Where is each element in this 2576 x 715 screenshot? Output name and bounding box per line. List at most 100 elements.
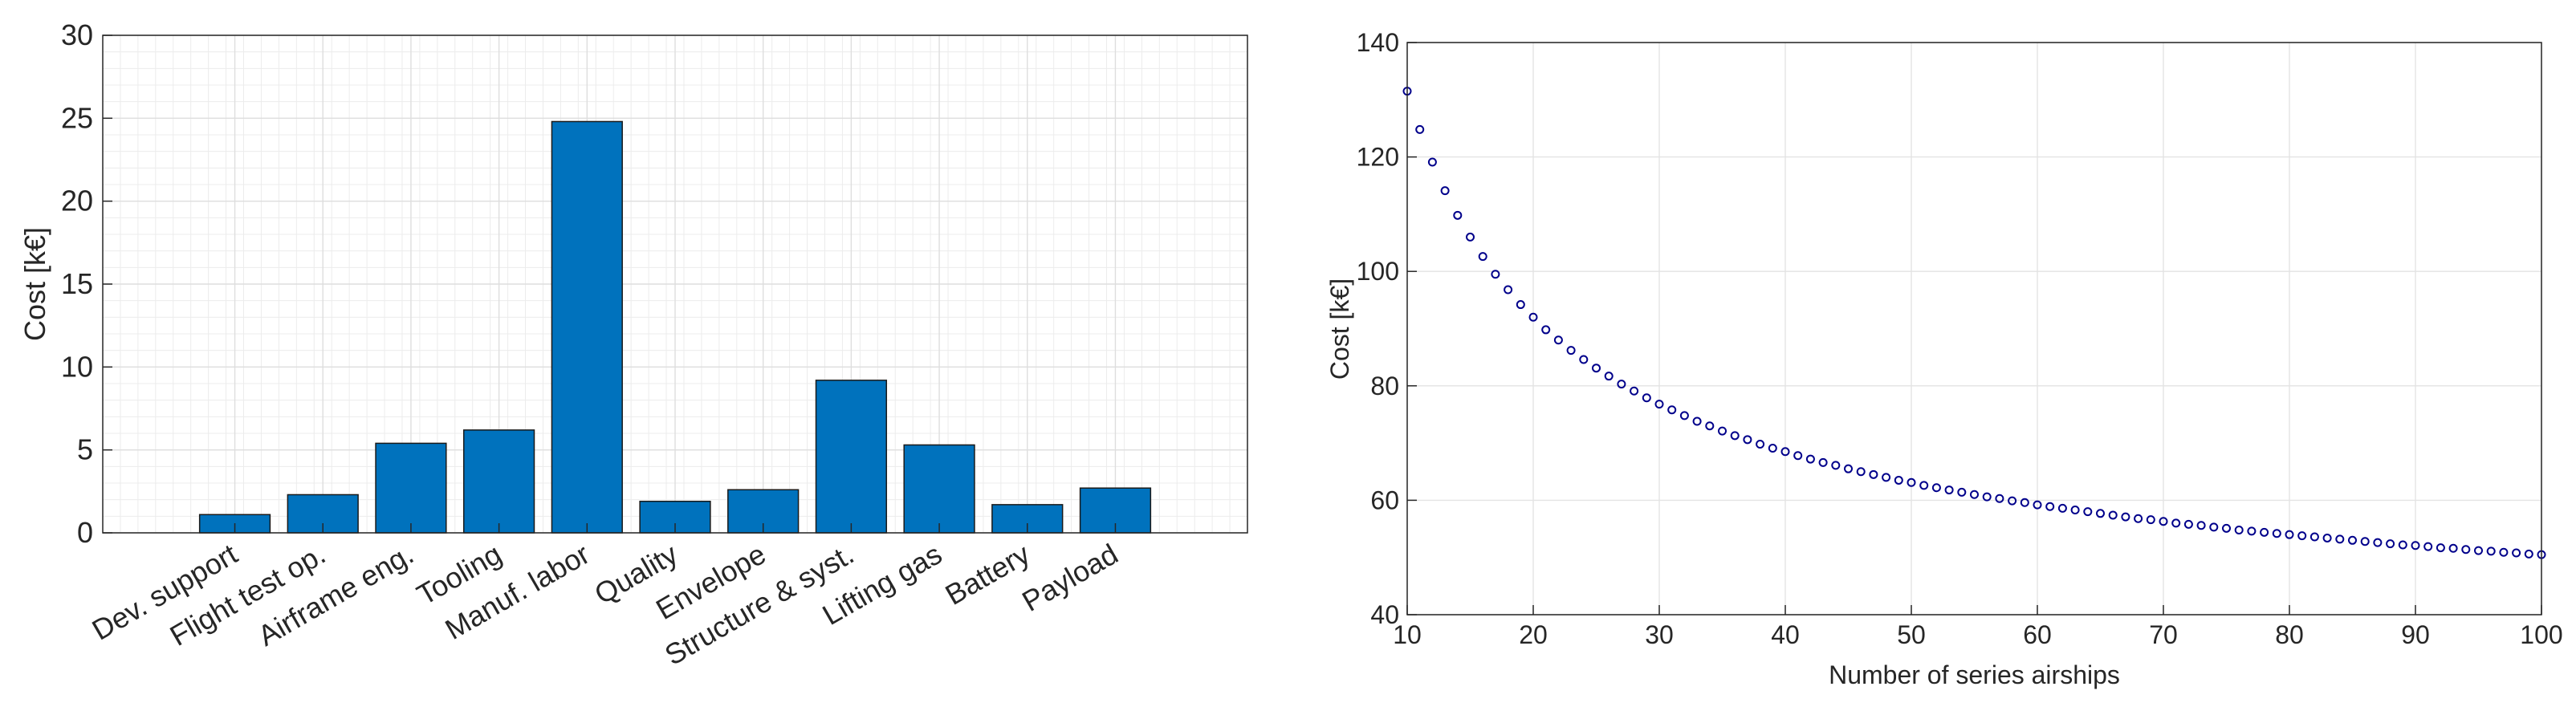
- scatter-point: [1856, 467, 1866, 477]
- bar-y-tick-label: 5: [77, 433, 93, 466]
- scatter-point: [1957, 487, 1967, 497]
- scatter-y-tick-label: 60: [1370, 485, 1399, 514]
- bar-y-tick-label: 15: [61, 267, 93, 300]
- scatter-point: [2183, 519, 2193, 529]
- scatter-point: [1566, 346, 1576, 355]
- scatter-plot-area: [1407, 43, 2541, 615]
- scatter-point: [2297, 531, 2307, 541]
- scatter-point: [2436, 543, 2445, 553]
- scatter-axes-box: [1406, 42, 2542, 615]
- scatter-point: [1453, 210, 1463, 220]
- bar-y-ticks: 0 5 10 15 20 25 30: [61, 18, 112, 549]
- scatter-point: [1919, 481, 1929, 490]
- scatter-x-tick-label: 60: [2023, 620, 2052, 649]
- scatter-point: [2108, 510, 2118, 520]
- scatter-point: [1844, 464, 1853, 473]
- scatter-point: [1541, 325, 1551, 335]
- scatter-point: [2373, 538, 2383, 547]
- scatter-point: [1654, 400, 1664, 409]
- bar-y-tick-label: 0: [77, 516, 93, 549]
- scatter-point: [1718, 426, 1727, 436]
- scatter-x-tick-label: 30: [1645, 620, 1674, 649]
- scatter-point: [2461, 545, 2471, 555]
- scatter-y-axis-label: Cost [k€]: [1325, 278, 1354, 380]
- scatter-y-tick-label: 100: [1357, 257, 1399, 286]
- scatter-point: [1869, 469, 1878, 479]
- scatter-point: [1630, 386, 1639, 396]
- scatter-y-tick-label: 120: [1357, 143, 1399, 172]
- bar-y-tick-label: 10: [61, 350, 93, 383]
- scatter-point: [1780, 447, 1790, 457]
- scatter-point: [2260, 527, 2269, 537]
- scatter-point: [1504, 285, 1513, 295]
- scatter-x-tick-label: 80: [2275, 620, 2304, 649]
- bar-y-tick-label: 20: [61, 185, 93, 217]
- scatter-point: [2020, 498, 2029, 507]
- scatter-point: [2486, 546, 2496, 556]
- scatter-y-ticks: 40 60 80 100 120 140: [1357, 28, 1417, 629]
- scatter-point: [2146, 515, 2155, 525]
- scatter-point: [1466, 232, 1475, 242]
- scatter-point: [1592, 364, 1601, 373]
- scatter-point: [2033, 500, 2042, 510]
- bar-x-tick-label: Payload: [1016, 537, 1123, 618]
- scatter-y-tick-label: 80: [1370, 372, 1399, 400]
- scatter-point: [2512, 548, 2521, 558]
- scatter-point: [1831, 461, 1841, 470]
- bar-y-tick-label: 30: [61, 18, 93, 51]
- scatter-point: [1553, 335, 1563, 345]
- scatter-point: [2083, 507, 2093, 517]
- scatter-x-tick-label: 50: [1897, 620, 1926, 649]
- scatter-point: [2423, 542, 2433, 551]
- scatter-point: [2386, 539, 2395, 549]
- scatter-point: [2159, 517, 2168, 526]
- scatter-point: [2096, 509, 2105, 518]
- scatter-point: [1415, 124, 1425, 134]
- scatter-point: [2360, 537, 2370, 546]
- scatter-point: [1805, 454, 1815, 464]
- scatter-point: [2070, 506, 2080, 515]
- scatter-x-tick-label: 40: [1771, 620, 1800, 649]
- scatter-point: [1604, 372, 1614, 381]
- bar-manuf-labor: [551, 120, 623, 534]
- bar-y-tick-label: 25: [61, 101, 93, 134]
- scatter-point: [2335, 534, 2345, 544]
- scatter-point: [2171, 518, 2181, 528]
- scatter-point: [2348, 535, 2357, 545]
- scatter-point: [2045, 502, 2055, 511]
- scatter-point: [1793, 451, 1803, 461]
- bar-y-axis-label: Cost [k€]: [18, 227, 51, 341]
- scatter-point: [1907, 477, 1916, 487]
- scatter-point: [2411, 541, 2420, 550]
- bar-x-tick-label: Battery: [940, 537, 1036, 611]
- scatter-point: [1743, 435, 1752, 445]
- scatter-point: [1516, 300, 1525, 310]
- scatter-point: [2222, 523, 2231, 533]
- bar-series: [198, 120, 1152, 534]
- scatter-chart-cost-vs-series: 40 60 80 100 120 140 10 20 30 40 50 60 70 80 90 100 Nu…: [1325, 28, 2563, 689]
- scatter-point: [1931, 483, 1941, 493]
- scatter-point: [2008, 496, 2017, 506]
- scatter-point: [2322, 533, 2332, 542]
- bar-airframe-eng: [375, 442, 447, 534]
- scatter-point: [1818, 457, 1828, 467]
- scatter-point: [1579, 355, 1589, 364]
- scatter-point: [2196, 521, 2206, 530]
- scatter-point: [1478, 252, 1487, 262]
- scatter-point: [1756, 440, 1765, 449]
- scatter-point: [2057, 503, 2067, 513]
- scatter-point: [1692, 416, 1702, 426]
- scatter-point: [1768, 444, 1777, 453]
- scatter-point: [1667, 405, 1677, 415]
- scatter-point: [2134, 514, 2143, 523]
- scatter-x-axis-label: Number of series airships: [1829, 660, 2120, 689]
- scatter-point: [2448, 543, 2458, 553]
- scatter-point: [2209, 522, 2219, 532]
- scatter-x-tick-label: 10: [1393, 620, 1422, 649]
- scatter-point: [2524, 549, 2533, 559]
- scatter-point: [1617, 380, 1626, 389]
- scatter-x-tick-label: 70: [2149, 620, 2178, 649]
